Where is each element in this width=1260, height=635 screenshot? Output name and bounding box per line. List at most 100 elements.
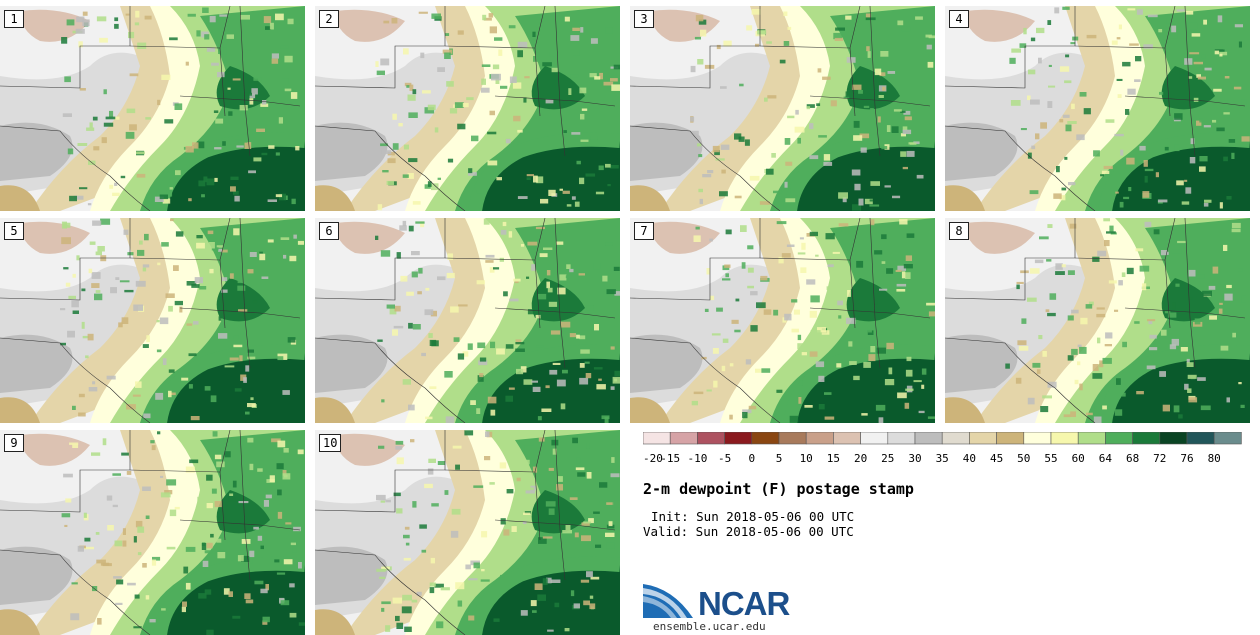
map-speckle — [444, 33, 450, 36]
map-speckle — [749, 175, 760, 181]
map-speckle — [1104, 344, 1112, 347]
map-speckle — [285, 522, 292, 525]
map-speckle — [766, 168, 774, 175]
map-speckle — [572, 437, 578, 444]
map-speckle — [778, 256, 784, 264]
map-speckle — [739, 83, 744, 87]
map-region — [783, 132, 935, 211]
map-speckle — [65, 498, 72, 503]
map-speckle — [84, 537, 91, 542]
map-speckle — [481, 78, 486, 85]
map-speckle — [380, 500, 386, 503]
map-speckle — [86, 127, 95, 131]
map-speckle — [81, 321, 85, 329]
map-speckle — [490, 409, 496, 416]
map-speckle — [830, 100, 837, 107]
map-speckle — [542, 578, 548, 586]
map-speckle — [240, 332, 244, 336]
state-border — [315, 6, 446, 89]
map-speckle — [188, 353, 197, 357]
map-speckle — [744, 139, 750, 146]
state-border — [0, 337, 151, 423]
map-speckle — [289, 612, 297, 618]
map-speckle — [556, 379, 566, 387]
map-speckle — [1103, 218, 1110, 222]
map-speckle — [1157, 201, 1163, 204]
map-speckle — [1149, 334, 1157, 339]
map-speckle — [738, 136, 745, 142]
map-speckle — [580, 27, 584, 33]
map-speckle — [436, 621, 444, 629]
map-speckle — [175, 170, 181, 176]
map-speckle — [410, 439, 415, 443]
map-speckle — [218, 47, 224, 54]
map-speckle — [81, 288, 86, 292]
map-speckle — [506, 489, 514, 494]
map-speckle — [211, 247, 219, 251]
map-speckle — [1188, 397, 1198, 403]
map-speckle — [712, 145, 720, 153]
map-speckle — [508, 25, 516, 29]
map-speckle — [783, 11, 788, 16]
map-speckle — [903, 264, 913, 269]
map-speckle — [1187, 297, 1193, 300]
map-speckle — [275, 152, 280, 156]
map-speckle — [216, 461, 225, 468]
map-speckle — [157, 99, 161, 106]
map-speckle — [779, 59, 786, 64]
map-speckle — [901, 271, 906, 279]
map-speckle — [229, 493, 234, 496]
map-speckle — [481, 531, 488, 538]
map-speckle — [244, 142, 252, 149]
map-speckle — [275, 194, 283, 198]
map-speckle — [249, 252, 257, 257]
map-speckle — [804, 405, 813, 408]
map-speckle — [589, 595, 594, 599]
map-speckle — [536, 176, 544, 184]
map-speckle — [1101, 170, 1110, 174]
map-speckle — [701, 356, 707, 360]
map-speckle — [194, 277, 203, 284]
map-speckle — [160, 475, 164, 478]
map-speckle — [1094, 405, 1103, 409]
map-speckle — [289, 583, 295, 588]
map-speckle — [1092, 364, 1099, 371]
map-speckle — [1056, 166, 1060, 173]
map-speckle — [391, 18, 398, 24]
map-speckle — [263, 500, 269, 507]
map-speckle — [229, 357, 239, 361]
map-speckle — [881, 146, 888, 150]
map-speckle — [801, 352, 807, 356]
map-speckle — [869, 204, 880, 207]
map-speckle — [516, 368, 524, 375]
member-panel: 9 — [0, 430, 305, 635]
map-speckle — [1186, 362, 1194, 367]
map-speckle — [279, 193, 286, 201]
colorbar-swatch — [1050, 431, 1079, 445]
map-speckle — [103, 89, 107, 95]
map-speckle — [867, 51, 871, 58]
map-speckle — [63, 222, 71, 228]
map-speckle — [1240, 404, 1245, 408]
map-speckle — [161, 74, 171, 80]
map-speckle — [429, 582, 436, 587]
map-speckle — [763, 309, 772, 315]
state-border — [554, 218, 566, 369]
map-speckle — [781, 188, 791, 194]
map-speckle — [542, 62, 552, 67]
map-speckle — [586, 571, 593, 578]
map-speckle — [815, 361, 825, 368]
map-speckle — [538, 537, 547, 544]
map-speckle — [1201, 54, 1206, 59]
colorbar-swatch — [1186, 431, 1215, 445]
map-speckle — [589, 73, 597, 78]
map-speckle — [103, 122, 114, 127]
map-speckle — [274, 559, 280, 563]
map-speckle — [190, 16, 197, 19]
map-speckle — [396, 622, 404, 629]
map-speckle — [825, 233, 835, 240]
map-speckle — [1103, 165, 1113, 170]
map-speckle — [815, 254, 819, 257]
map-speckle — [92, 220, 102, 226]
map-speckle — [234, 388, 242, 392]
